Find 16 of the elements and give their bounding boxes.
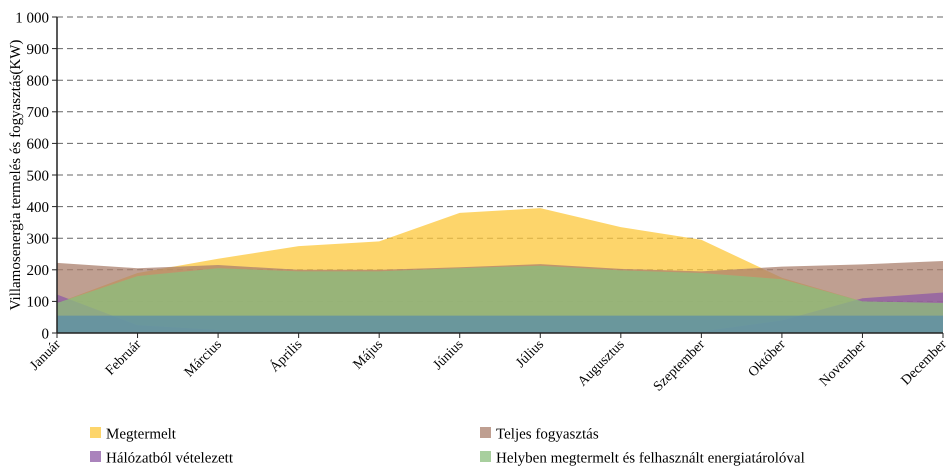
- legend-label: Hálózatból vételezett: [106, 450, 234, 466]
- y-tick-label: 200: [26, 263, 49, 280]
- y-tick-label: 800: [26, 73, 49, 90]
- y-tick-label: 400: [26, 200, 49, 216]
- y-tick-label: 1 000: [15, 10, 49, 26]
- y-tick-label: 900: [26, 42, 49, 58]
- y-axis-title: Villamosenergia termelés és fogyasztás(KW): [8, 40, 24, 310]
- y-tick-label: 100: [26, 294, 49, 311]
- y-tick-label: 700: [26, 105, 49, 122]
- y-tick-label: 300: [26, 231, 49, 248]
- legend-label: Helyben megtermelt és felhasznált energiatárolóval: [496, 450, 805, 466]
- y-tick-label: 0: [42, 326, 49, 342]
- y-tick-label: 500: [26, 168, 49, 184]
- legend-label: Megtermelt: [106, 426, 177, 442]
- y-tick-label: 600: [26, 136, 49, 153]
- legend-label: Teljes fogyasztás: [496, 426, 599, 442]
